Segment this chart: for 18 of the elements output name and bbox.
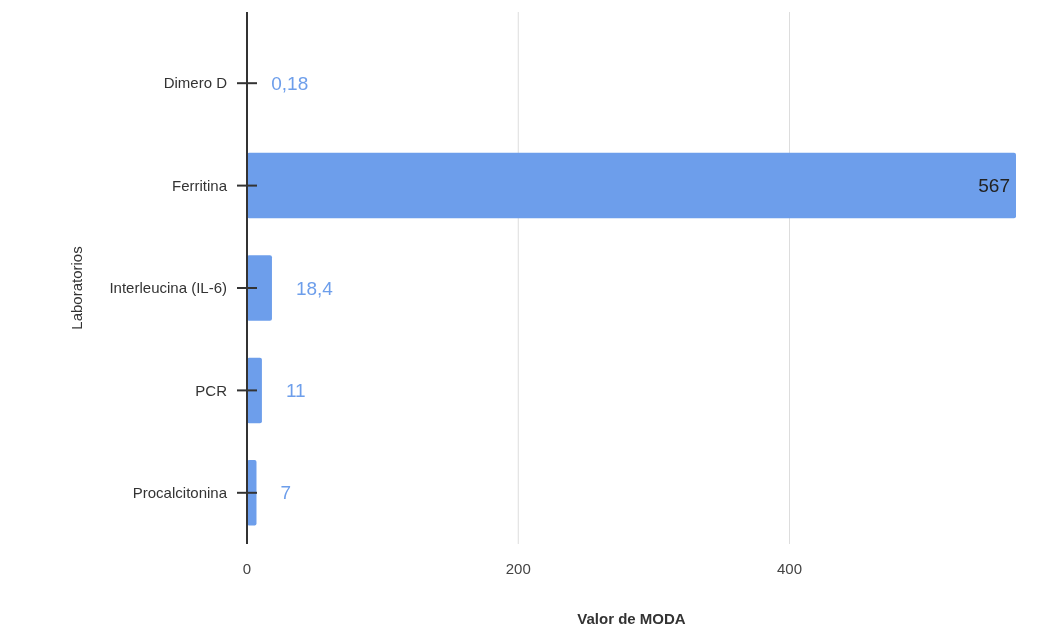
y-tick-label: Procalcitonina xyxy=(132,484,228,502)
bar xyxy=(247,357,262,424)
data-label: 18,4 xyxy=(295,277,334,299)
x-tick-label: 0 xyxy=(242,560,252,577)
y-tick-label: PCR xyxy=(195,381,228,399)
y-tick-label: Ferritina xyxy=(171,176,228,194)
bar xyxy=(247,152,1016,219)
bar xyxy=(247,255,272,321)
data-label: 7 xyxy=(280,482,292,504)
data-label: 0,18 xyxy=(271,72,309,94)
data-label: 11 xyxy=(285,380,306,402)
y-axis-title: Laboratorios xyxy=(68,246,85,330)
x-axis-title: Valor de MODA xyxy=(577,610,686,627)
data-label: 567 xyxy=(978,175,1010,197)
x-tick-label: 400 xyxy=(776,560,803,577)
y-tick-label: Dimero D xyxy=(163,74,228,92)
x-tick-label: 200 xyxy=(505,560,531,577)
y-tick-label: Interleucina (IL-6) xyxy=(109,279,227,297)
